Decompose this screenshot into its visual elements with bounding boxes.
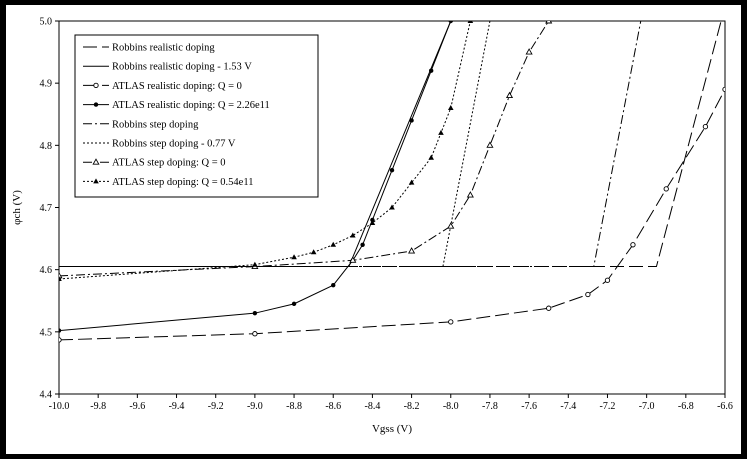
legend-entry-6: ATLAS step doping: Q = 0 bbox=[112, 158, 226, 169]
filled-circle-marker bbox=[409, 118, 414, 123]
legend-entry-3: ATLAS realistic doping: Q = 2.26e11 bbox=[112, 100, 270, 111]
x-tick-label: -8.2 bbox=[404, 401, 420, 412]
filled-triangle-marker bbox=[310, 249, 317, 255]
y-tick-label: 4.4 bbox=[40, 390, 53, 401]
filled-circle-marker bbox=[360, 242, 365, 247]
x-tick-label: -10.0 bbox=[49, 401, 70, 412]
series-line-6 bbox=[59, 21, 550, 277]
legend-entry-1: Robbins realistic doping - 1.53 V bbox=[112, 62, 252, 73]
open-circle-marker bbox=[663, 186, 669, 192]
open-triangle-marker bbox=[525, 48, 533, 55]
open-triangle-marker bbox=[545, 21, 553, 24]
open-circle-marker bbox=[59, 337, 62, 343]
filled-triangle-marker bbox=[438, 129, 444, 135]
series-line-2 bbox=[59, 89, 725, 341]
filled-circle-marker bbox=[93, 102, 99, 107]
x-tick-label: -9.2 bbox=[208, 401, 224, 412]
open-circle-marker bbox=[546, 305, 552, 311]
series-line-4 bbox=[59, 21, 642, 268]
open-circle-marker bbox=[630, 242, 636, 248]
filled-circle-marker bbox=[389, 168, 395, 173]
x-tick-label: -8.8 bbox=[286, 401, 302, 412]
open-triangle-marker bbox=[59, 271, 63, 279]
y-tick-label: 4.6 bbox=[40, 265, 53, 276]
x-tick-label: -9.4 bbox=[169, 401, 185, 412]
x-tick-label: -8.0 bbox=[443, 401, 459, 412]
filled-triangle-marker bbox=[447, 105, 454, 111]
x-tick-label: -7.4 bbox=[560, 401, 576, 412]
x-tick-label: -8.4 bbox=[364, 401, 380, 412]
filled-circle-marker bbox=[370, 217, 375, 223]
y-tick-label: 4.8 bbox=[40, 141, 53, 152]
open-triangle-marker bbox=[92, 158, 100, 165]
open-circle-marker bbox=[448, 319, 454, 325]
chart-panel: -10.0 -9.8 -9.6 -9.4 -9.2 -9.0 -8.8 -8.6 -8.4 -8.… bbox=[6, 5, 741, 454]
filled-triangle-marker bbox=[93, 178, 99, 184]
y-tick-label: 4.9 bbox=[40, 79, 53, 90]
filled-circle-marker bbox=[428, 68, 434, 73]
filled-triangle-marker bbox=[350, 232, 356, 238]
y-tick-label: 5.0 bbox=[40, 17, 53, 28]
filled-triangle-marker bbox=[389, 204, 395, 210]
legend-entry-7: ATLAS step doping: Q = 0.54e11 bbox=[112, 177, 253, 188]
legend-entry-0: Robbins realistic doping bbox=[112, 43, 215, 54]
filled-triangle-marker bbox=[428, 154, 434, 160]
x-tick-label: -7.2 bbox=[600, 401, 616, 412]
open-circle-marker bbox=[722, 86, 725, 93]
x-axis-label: Vgss (V) bbox=[372, 423, 412, 435]
legend-entry-5: Robbins step doping - 0.77 V bbox=[112, 139, 236, 150]
open-circle-marker bbox=[702, 124, 709, 130]
y-tick-label: 4.7 bbox=[40, 203, 53, 214]
open-triangle-marker bbox=[447, 222, 455, 229]
filled-circle-marker bbox=[291, 301, 297, 307]
chart: -10.0 -9.8 -9.6 -9.4 -9.2 -9.0 -8.8 -8.6 -8.4 -8.… bbox=[11, 17, 733, 436]
x-tick-label: -8.6 bbox=[325, 401, 341, 412]
open-circle-marker bbox=[604, 277, 611, 283]
legend-box bbox=[74, 34, 319, 198]
filled-triangle-marker bbox=[467, 21, 474, 23]
y-axis-label: φch (V) bbox=[11, 190, 23, 225]
open-triangle-marker bbox=[349, 256, 357, 263]
x-tick-label: -7.0 bbox=[639, 401, 655, 412]
open-triangle-marker bbox=[466, 191, 474, 198]
x-tick-label: -9.0 bbox=[247, 401, 263, 412]
x-tick-label: -6.8 bbox=[678, 401, 694, 412]
x-tick-label: -7.6 bbox=[521, 401, 537, 412]
y-tick-label: 4.5 bbox=[40, 327, 53, 338]
filled-circle-marker bbox=[448, 21, 453, 24]
open-triangle-marker bbox=[486, 141, 494, 148]
filled-triangle-marker bbox=[369, 220, 376, 226]
legend-entry-2: ATLAS realistic doping: Q = 0 bbox=[112, 81, 242, 92]
filled-triangle-marker bbox=[252, 261, 258, 267]
open-circle-marker bbox=[252, 331, 258, 337]
series-group bbox=[59, 21, 725, 343]
filled-triangle-marker bbox=[59, 275, 62, 281]
open-circle-marker bbox=[585, 291, 591, 298]
open-triangle-marker bbox=[505, 91, 514, 99]
open-circle-marker bbox=[93, 82, 99, 89]
filled-circle-marker bbox=[59, 328, 62, 333]
filled-triangle-marker bbox=[291, 254, 297, 260]
open-triangle-marker bbox=[408, 247, 416, 254]
filled-circle-marker bbox=[331, 283, 336, 288]
filled-circle-marker bbox=[252, 310, 258, 316]
legend-entry-4: Robbins step doping bbox=[112, 119, 199, 130]
x-tick-label: -9.6 bbox=[129, 401, 145, 412]
x-tick-label: -7.8 bbox=[482, 401, 498, 412]
x-tick-label: -6.6 bbox=[717, 401, 733, 412]
x-tick-label: -9.8 bbox=[90, 401, 106, 412]
filled-triangle-marker bbox=[408, 179, 415, 185]
filled-triangle-marker bbox=[330, 241, 337, 247]
